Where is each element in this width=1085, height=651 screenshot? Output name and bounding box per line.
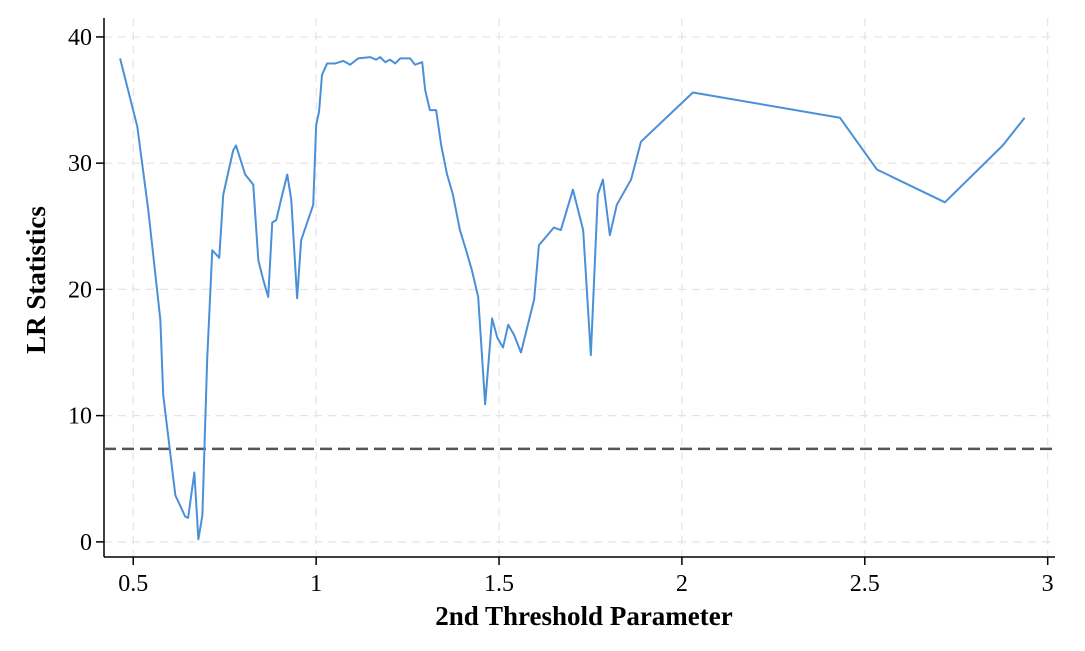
x-tick-label: 2	[676, 571, 688, 597]
x-tick-label: 1	[310, 571, 322, 597]
y-axis-title: LR Statistics	[21, 206, 51, 354]
x-tick-label: 1.5	[484, 571, 514, 597]
y-tick-label: 20	[68, 277, 92, 303]
y-tick-label: 10	[68, 404, 92, 430]
x-axis-title: 2nd Threshold Parameter	[435, 601, 733, 631]
x-tick-label: 2.5	[850, 571, 880, 597]
x-tick-label: 0.5	[118, 571, 148, 597]
y-tick-label: 40	[68, 25, 92, 51]
data-line	[119, 56, 1026, 541]
y-tick-label: 30	[68, 151, 92, 177]
x-tick-label: 3	[1042, 571, 1054, 597]
y-tick-label: 0	[80, 530, 92, 556]
